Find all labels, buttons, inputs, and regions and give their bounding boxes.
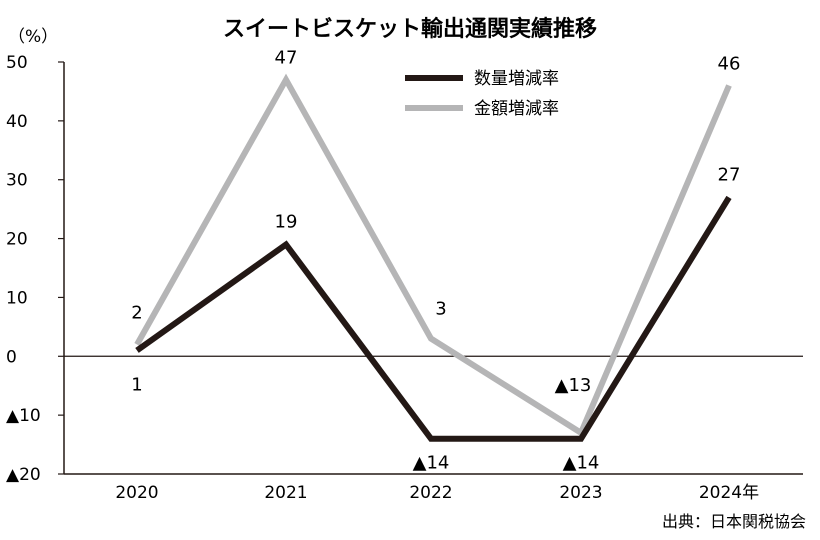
x-tick-label: 2021	[264, 483, 307, 503]
series-line-quantity	[135, 195, 732, 442]
chart-title: スイートビスケット輸出通関実績推移	[223, 16, 597, 42]
x-axis-ticks: 2020 2021 2022 2023 2024年	[115, 483, 759, 503]
legend-label: 数量増減率	[474, 69, 559, 89]
data-label-quantity: 27	[718, 164, 741, 185]
y-tick-label: 30	[6, 171, 28, 191]
y-tick-label: ▲10	[6, 406, 41, 426]
data-label-value: 3	[435, 299, 446, 320]
x-tick-label: 2023	[559, 483, 602, 503]
y-tick-label: 50	[6, 53, 28, 73]
y-tick-label: 40	[6, 112, 28, 132]
data-label-value: 2	[131, 303, 142, 324]
y-tick-label: ▲20	[6, 465, 41, 485]
x-tick-label: 2022	[409, 483, 452, 503]
legend-label: 金額増減率	[474, 99, 559, 119]
source-note: 出典：日本関税協会	[662, 512, 806, 531]
y-axis-ticks: 50 40 30 20 10 0 ▲10 ▲20	[6, 53, 64, 485]
data-label-quantity: ▲14	[413, 453, 450, 474]
series-line-value	[134, 73, 732, 438]
y-axis-unit-label: （%）	[8, 27, 58, 47]
y-tick-label: 20	[6, 230, 28, 250]
axes	[63, 62, 803, 475]
y-tick-label: 10	[6, 288, 28, 308]
data-label-value: 47	[275, 48, 298, 69]
data-label-value: ▲13	[555, 375, 592, 396]
data-label-quantity: 19	[275, 211, 298, 232]
data-label-quantity: 1	[131, 374, 142, 395]
data-labels: 1 19 ▲14 ▲14 27 2 47 3 ▲13 46	[131, 48, 740, 474]
series-lines	[134, 73, 732, 442]
x-tick-label: 2024年	[699, 483, 759, 503]
x-tick-label: 2020	[115, 483, 158, 503]
data-label-quantity: ▲14	[563, 453, 600, 474]
y-tick-label: 0	[6, 347, 17, 367]
data-label-value: 46	[718, 54, 741, 75]
